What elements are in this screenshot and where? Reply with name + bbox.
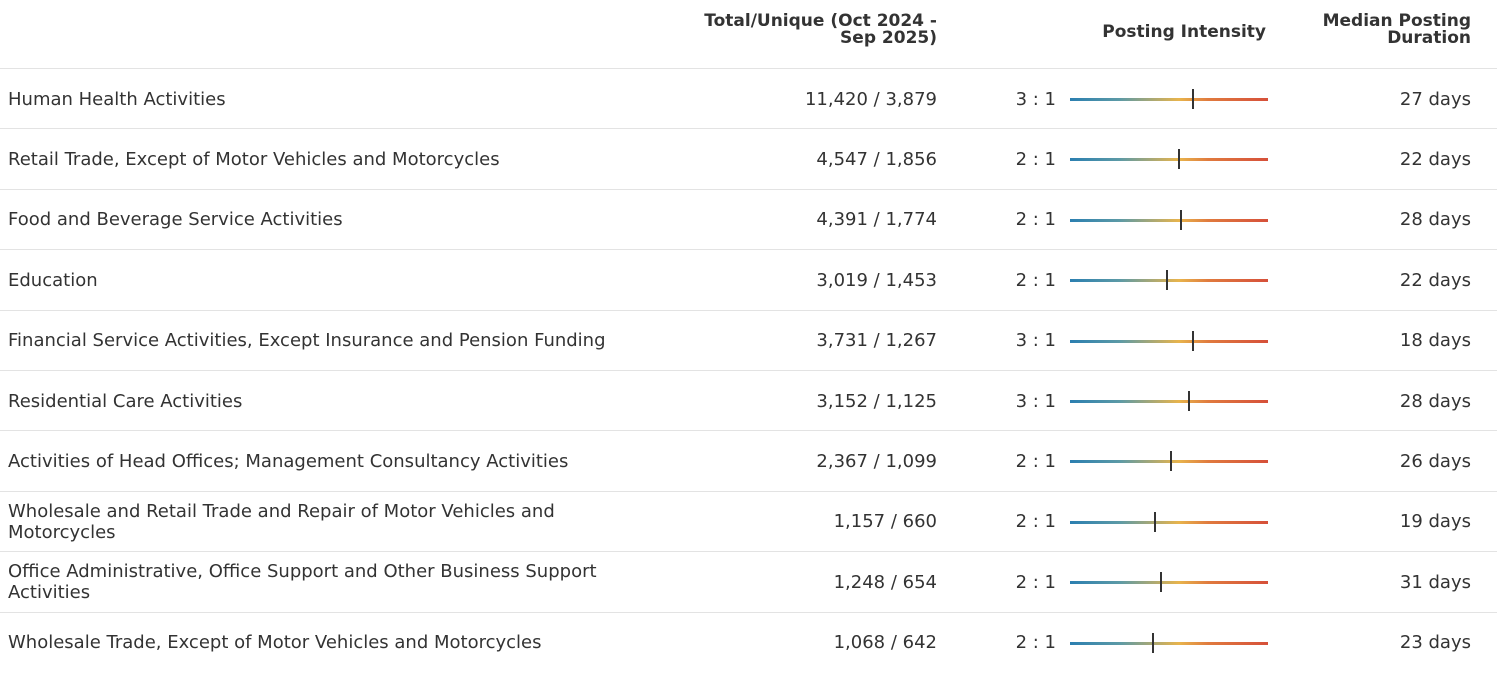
intensity-bar bbox=[1070, 218, 1268, 222]
row-ratio: 2 : 1 bbox=[1015, 148, 1056, 170]
table-row: Education 3,019 / 1,453 2 : 1 22 days bbox=[0, 249, 1497, 310]
intensity-marker bbox=[1152, 632, 1155, 653]
row-ratio: 3 : 1 bbox=[1015, 88, 1056, 110]
row-duration: 22 days bbox=[1399, 269, 1471, 291]
intensity-marker bbox=[1166, 270, 1169, 291]
row-duration: 26 days bbox=[1399, 450, 1471, 472]
row-name: Retail Trade, Except of Motor Vehicles a… bbox=[8, 148, 500, 170]
intensity-bar bbox=[1070, 520, 1268, 524]
row-total: 4,547 / 1,856 bbox=[816, 148, 937, 170]
row-duration: 28 days bbox=[1399, 209, 1471, 231]
intensity-marker bbox=[1191, 330, 1194, 351]
row-ratio: 3 : 1 bbox=[1015, 330, 1056, 352]
intensity-marker bbox=[1160, 572, 1163, 593]
row-total: 4,391 / 1,774 bbox=[816, 209, 937, 231]
intensity-marker bbox=[1154, 511, 1157, 532]
row-ratio: 2 : 1 bbox=[1015, 511, 1056, 533]
row-name: Residential Care Activities bbox=[8, 390, 243, 412]
row-name: Wholesale and Retail Trade and Repair of… bbox=[8, 500, 555, 543]
row-duration: 19 days bbox=[1399, 511, 1471, 533]
row-duration: 22 days bbox=[1399, 148, 1471, 170]
intensity-bar bbox=[1070, 460, 1268, 464]
row-name: Education bbox=[8, 269, 98, 291]
intensity-bar bbox=[1070, 98, 1268, 101]
row-ratio: 2 : 1 bbox=[1015, 632, 1056, 654]
intensity-bar bbox=[1070, 641, 1268, 645]
row-total: 1,157 / 660 bbox=[833, 511, 937, 533]
intensity-marker bbox=[1169, 451, 1172, 472]
row-total: 1,068 / 642 bbox=[833, 632, 937, 654]
row-duration: 23 days bbox=[1399, 632, 1471, 654]
row-name: Office Administrative, Office Support an… bbox=[8, 561, 597, 604]
intensity-marker bbox=[1191, 89, 1194, 109]
row-duration: 18 days bbox=[1399, 330, 1471, 352]
row-ratio: 2 : 1 bbox=[1015, 269, 1056, 291]
table-row: Wholesale Trade, Except of Motor Vehicle… bbox=[0, 611, 1497, 673]
intensity-bar bbox=[1070, 339, 1268, 343]
row-total: 3,019 / 1,453 bbox=[816, 269, 937, 291]
table-row: Human Health Activities 11,420 / 3,879 3 :… bbox=[0, 68, 1497, 129]
row-total: 3,152 / 1,125 bbox=[816, 390, 937, 412]
row-total: 2,367 / 1,099 bbox=[816, 450, 937, 472]
row-duration: 27 days bbox=[1399, 88, 1471, 110]
row-name: Activities of Head Offices; Management C… bbox=[8, 450, 569, 472]
table-row: Activities of Head Offices; Management C… bbox=[0, 430, 1497, 491]
intensity-bar bbox=[1070, 400, 1268, 403]
header-intensity: Posting Intensity bbox=[1102, 22, 1266, 42]
row-name: Wholesale Trade, Except of Motor Vehicle… bbox=[8, 632, 542, 654]
table-row: Office Administrative, Office Support an… bbox=[0, 551, 1497, 612]
row-total: 11,420 / 3,879 bbox=[804, 88, 937, 110]
intensity-marker bbox=[1187, 391, 1190, 411]
row-ratio: 2 : 1 bbox=[1015, 450, 1056, 472]
intensity-bar bbox=[1070, 581, 1268, 585]
table-row: Residential Care Activities 3,152 / 1,125… bbox=[0, 370, 1497, 431]
row-ratio: 2 : 1 bbox=[1015, 571, 1056, 593]
row-name: Food and Beverage Service Activities bbox=[8, 209, 343, 231]
row-name: Human Health Activities bbox=[8, 88, 226, 110]
table-row: Retail Trade, Except of Motor Vehicles a… bbox=[0, 128, 1497, 189]
row-total: 1,248 / 654 bbox=[833, 571, 937, 593]
header-total: Total/Unique (Oct 2024 - Sep 2025) bbox=[704, 11, 937, 48]
table-row: Wholesale and Retail Trade and Repair of… bbox=[0, 490, 1497, 552]
intensity-marker bbox=[1179, 209, 1182, 230]
row-duration: 28 days bbox=[1399, 390, 1471, 412]
row-ratio: 3 : 1 bbox=[1015, 390, 1056, 412]
table-row: Food and Beverage Service Activities 4,39… bbox=[0, 188, 1497, 250]
row-name: Financial Service Activities, Except Ins… bbox=[8, 330, 606, 352]
row-duration: 31 days bbox=[1399, 571, 1471, 593]
row-total: 3,731 / 1,267 bbox=[816, 330, 937, 352]
table-row: Financial Service Activities, Except Ins… bbox=[0, 309, 1497, 371]
intensity-marker bbox=[1177, 149, 1180, 170]
row-ratio: 2 : 1 bbox=[1015, 209, 1056, 231]
intensity-bar bbox=[1070, 158, 1268, 162]
header-duration: Median Posting Duration bbox=[1322, 11, 1471, 48]
intensity-bar bbox=[1070, 279, 1268, 283]
